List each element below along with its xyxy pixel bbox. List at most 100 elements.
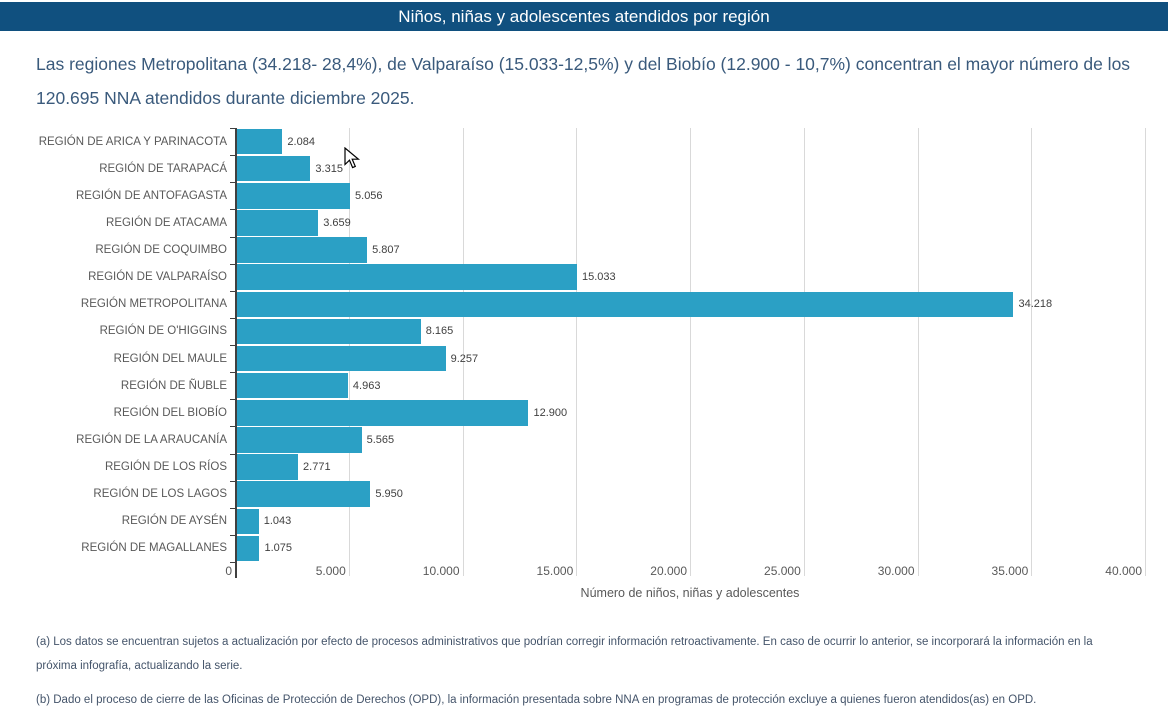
category-label: REGIÓN DE ARICA Y PARINACOTA bbox=[38, 135, 227, 148]
bar-track: 1.075 bbox=[235, 535, 1145, 562]
bar-track: 15.033 bbox=[235, 264, 1145, 290]
y-axis-tick bbox=[230, 236, 235, 238]
chart-row: REGIÓN DE LA ARAUCANÍA 5.565 bbox=[0, 426, 1145, 453]
bar-value-label: 15.033 bbox=[582, 271, 616, 284]
category-label: REGIÓN DE MAGALLANES bbox=[81, 542, 227, 555]
chart-row: REGIÓN DE O'HIGGINS 8.165 bbox=[0, 318, 1145, 345]
chart-row: REGIÓN DEL BIOBÍO 12.900 bbox=[0, 399, 1145, 426]
gridline bbox=[690, 128, 691, 562]
bar[interactable] bbox=[235, 481, 371, 507]
bar-track: 12.900 bbox=[235, 400, 1145, 426]
chart-row: REGIÓN DE COQUIMBO 5.807 bbox=[0, 237, 1145, 264]
chart-row: REGIÓN METROPOLITANA 34.218 bbox=[0, 291, 1145, 318]
chart-row: REGIÓN DE LOS RÍOS 2.771 bbox=[0, 454, 1145, 481]
footnote-a: (a) Los datos se encuentran sujetos a ac… bbox=[36, 636, 1093, 672]
category-label: REGIÓN DEL MAULE bbox=[113, 352, 227, 365]
x-tick-mark bbox=[576, 562, 578, 576]
category-label: REGIÓN DE ATACAMA bbox=[106, 216, 227, 229]
y-axis-tick bbox=[230, 480, 235, 482]
bar-value-label: 5.807 bbox=[372, 244, 400, 257]
gridline bbox=[348, 128, 350, 562]
bar-chart: REGIÓN DE ARICA Y PARINACOTA 2.084 REGIÓN … bbox=[0, 128, 1146, 608]
bar-track: 5.807 bbox=[235, 237, 1145, 263]
bar[interactable] bbox=[235, 237, 368, 263]
bar[interactable] bbox=[235, 345, 446, 372]
x-tick-label: 5.000 bbox=[315, 564, 346, 578]
gridline bbox=[1145, 128, 1146, 562]
bar-value-label: 9.257 bbox=[450, 352, 479, 365]
bar-track: 34.218 bbox=[235, 291, 1145, 318]
y-axis-tick bbox=[230, 317, 235, 319]
bar-value-label: 12.900 bbox=[533, 406, 568, 419]
bar-track: 5.950 bbox=[235, 481, 1145, 507]
intro-text: Las regiones Metropolitana (34.218- 28,4… bbox=[36, 54, 1131, 108]
y-axis-tick bbox=[230, 562, 235, 563]
y-axis-tick bbox=[230, 534, 235, 536]
footnotes: (a) Los datos se encuentran sujetos a ac… bbox=[36, 630, 1128, 722]
y-axis-tick bbox=[230, 507, 235, 509]
bar[interactable] bbox=[235, 155, 311, 182]
bar-track: 8.165 bbox=[235, 318, 1145, 345]
bar-value-label: 3.315 bbox=[315, 162, 343, 175]
bar-track: 5.565 bbox=[235, 427, 1145, 453]
bar-value-label: 2.084 bbox=[287, 135, 315, 148]
bar[interactable] bbox=[235, 454, 299, 480]
category-label: REGIÓN DE TARAPACÁ bbox=[99, 162, 227, 175]
chart-row: REGIÓN DE ARICA Y PARINACOTA 2.084 bbox=[0, 128, 1145, 155]
y-axis-tick bbox=[230, 453, 235, 455]
x-tick-mark bbox=[917, 562, 919, 576]
chart-row: REGIÓN DE VALPARAÍSO 15.033 bbox=[0, 264, 1145, 291]
category-label: REGIÓN METROPOLITANA bbox=[80, 298, 227, 311]
x-tick-mark bbox=[462, 562, 464, 576]
chart-row: REGIÓN DE ÑUBLE 4.963 bbox=[0, 372, 1145, 399]
x-tick-label: 10.000 bbox=[422, 564, 460, 578]
bar[interactable] bbox=[235, 318, 421, 345]
gridline bbox=[462, 128, 464, 562]
bar-track: 2.771 bbox=[235, 454, 1145, 480]
gridline bbox=[1031, 128, 1033, 562]
bar-value-label: 5.565 bbox=[366, 433, 395, 446]
bar-track: 3.659 bbox=[235, 210, 1145, 236]
bar[interactable] bbox=[235, 535, 260, 562]
bar[interactable] bbox=[235, 400, 529, 426]
y-axis-tick bbox=[230, 399, 235, 401]
footnote-b: (b) Dado el proceso de cierre de las Ofi… bbox=[36, 694, 1037, 706]
chart-row: REGIÓN DE ATACAMA 3.659 bbox=[0, 209, 1145, 236]
y-axis-tick bbox=[230, 290, 235, 292]
bar[interactable] bbox=[235, 183, 351, 209]
bar[interactable] bbox=[235, 291, 1014, 318]
bar[interactable] bbox=[235, 128, 283, 155]
x-tick-label: 0 bbox=[225, 564, 232, 578]
y-axis-tick bbox=[230, 155, 235, 157]
category-label: REGIÓN DE ÑUBLE bbox=[120, 379, 227, 392]
bar[interactable] bbox=[235, 508, 259, 535]
x-tick-mark bbox=[690, 562, 691, 576]
y-axis-tick bbox=[230, 426, 235, 428]
x-tick-mark bbox=[1031, 562, 1033, 576]
bar[interactable] bbox=[235, 210, 319, 236]
category-label: REGIÓN DE ANTOFAGASTA bbox=[75, 189, 227, 202]
bar-track: 3.315 bbox=[235, 155, 1145, 182]
category-label: REGIÓN DE LOS RÍOS bbox=[104, 461, 227, 474]
bar-value-label: 1.043 bbox=[263, 515, 292, 528]
x-tick-mark bbox=[803, 562, 805, 576]
gridline bbox=[917, 128, 919, 562]
bar-value-label: 5.056 bbox=[355, 189, 383, 202]
bar[interactable] bbox=[235, 372, 348, 399]
chart-gridlines bbox=[235, 128, 1146, 562]
x-tick-label: 30.000 bbox=[877, 564, 915, 578]
category-label: REGIÓN DE LOS LAGOS bbox=[93, 488, 227, 501]
y-axis-tick bbox=[230, 372, 235, 374]
x-tick-label: 20.000 bbox=[650, 564, 687, 578]
bar[interactable] bbox=[235, 264, 577, 290]
mouse-cursor-icon bbox=[344, 146, 362, 174]
bar-value-label: 5.950 bbox=[375, 488, 403, 501]
bar-value-label: 4.963 bbox=[352, 379, 381, 392]
chart-row: REGIÓN DE AYSÉN 1.043 bbox=[0, 508, 1145, 535]
bar[interactable] bbox=[235, 427, 362, 453]
bar-value-label: 8.165 bbox=[425, 325, 454, 338]
bar-track: 5.056 bbox=[235, 183, 1145, 209]
bar-value-label: 3.659 bbox=[323, 216, 351, 229]
category-label: REGIÓN DEL BIOBÍO bbox=[113, 406, 227, 419]
bar-value-label: 2.771 bbox=[303, 461, 331, 474]
